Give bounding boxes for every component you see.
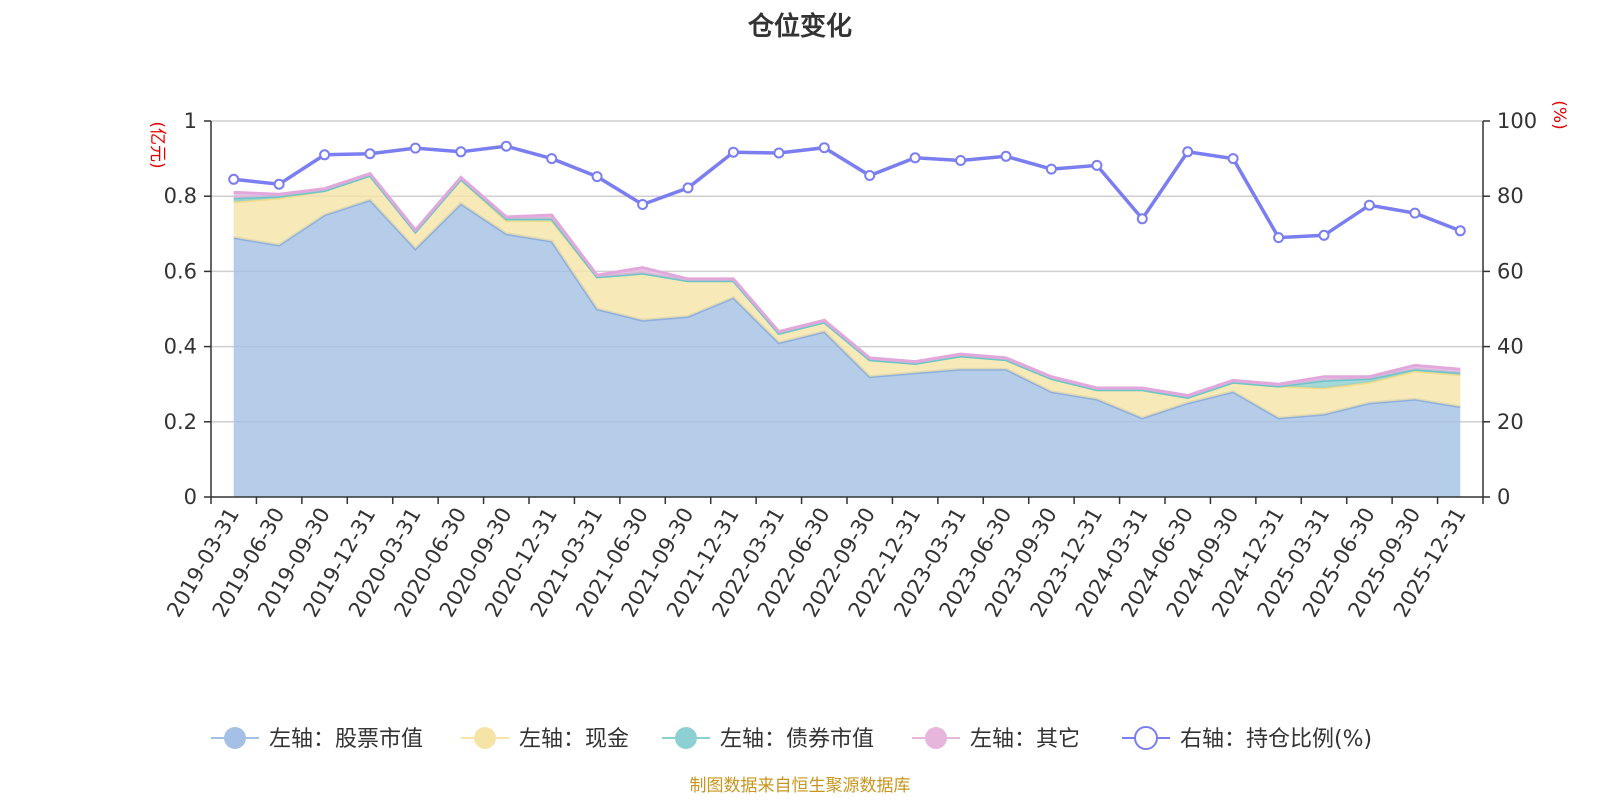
axes (204, 120, 1490, 504)
y-axis-labels: 0 0.2 0.4 0.6 0.8 1 0 20 40 60 80 100 (164, 109, 1538, 509)
legend-stock-value: 左轴：股票市值 (211, 727, 423, 752)
right-tick-label: 0 (1497, 485, 1510, 509)
ratio-point (1318, 229, 1330, 241)
left-axis-unit: (亿元) (147, 121, 167, 168)
left-tick-label: 0.2 (164, 410, 197, 434)
left-tick-label: 0.6 (164, 259, 197, 283)
legend-label: 左轴：其它 (970, 727, 1080, 752)
legend-symbol (1134, 726, 1158, 750)
cash-area (233, 175, 1461, 418)
ratio-point (364, 148, 376, 160)
ratio-point (955, 155, 967, 166)
left-tick-label: 1 (184, 109, 197, 133)
right-tick-label: 20 (1497, 410, 1524, 434)
ratio-point (591, 171, 603, 183)
ratio-line-path (233, 144, 1461, 240)
ratio-point (228, 173, 240, 185)
ratio-point (1136, 213, 1148, 225)
stacked-areas (233, 171, 1461, 497)
ratio-point (500, 140, 512, 152)
stock-value-area (233, 200, 1461, 497)
ratio-point (1182, 146, 1194, 158)
source-note: 制图数据来自恒生聚源数据库 (690, 776, 911, 796)
ratio-point (1045, 163, 1057, 175)
ratio-point (1000, 150, 1012, 162)
ratio-point (273, 178, 285, 190)
ratio-point (1363, 199, 1375, 211)
ratio-point (637, 199, 649, 210)
ratio-point (864, 170, 876, 181)
legend-label: 左轴：现金 (519, 727, 629, 752)
left-tick-label: 0.4 (164, 335, 197, 359)
legend-bond-value: 左轴：债券市值 (662, 727, 874, 752)
ratio-line (228, 140, 1466, 244)
ratio-point (1273, 232, 1285, 244)
chart-title: 仓位变化 (747, 11, 852, 42)
legend: 左轴：股票市值 左轴：现金 左轴：债券市值 左轴：其它 右轴：持仓比例(%) (211, 726, 1372, 752)
legend-other: 左轴：其它 (912, 727, 1080, 752)
ratio-point (1454, 225, 1466, 237)
ratio-point (682, 182, 694, 194)
legend-symbol (474, 727, 496, 749)
left-tick-label: 0.8 (164, 184, 197, 208)
ratio-point (1091, 159, 1103, 171)
left-tick-label: 0 (184, 485, 197, 509)
ratio-point (1409, 207, 1421, 219)
right-tick-label: 80 (1497, 184, 1524, 208)
ratio-point (773, 147, 785, 159)
legend-label: 右轴：持仓比例(%) (1180, 727, 1372, 752)
ratio-point (546, 153, 558, 165)
x-axis-labels: 2019-03-312019-06-302019-09-302019-12-31… (162, 504, 1470, 622)
other-area-edge (233, 171, 1461, 398)
legend-symbol (224, 727, 246, 749)
right-tick-label: 100 (1497, 109, 1537, 133)
right-axis-unit: (%) (1549, 100, 1569, 129)
right-tick-label: 40 (1497, 335, 1524, 359)
ratio-point (909, 152, 921, 164)
ratio-point (727, 146, 739, 158)
ratio-point (455, 146, 467, 158)
legend-label: 左轴：债券市值 (720, 727, 874, 752)
ratio-point (409, 142, 421, 154)
legend-label: 左轴：股票市值 (269, 727, 423, 752)
legend-symbol (925, 727, 947, 749)
legend-position-ratio: 右轴：持仓比例(%) (1122, 726, 1372, 752)
ratio-point (319, 149, 331, 161)
ratio-point (1227, 153, 1239, 165)
ratio-point (818, 142, 830, 154)
right-tick-label: 60 (1497, 259, 1524, 283)
legend-symbol (675, 727, 697, 749)
legend-cash: 左轴：现金 (461, 727, 629, 752)
